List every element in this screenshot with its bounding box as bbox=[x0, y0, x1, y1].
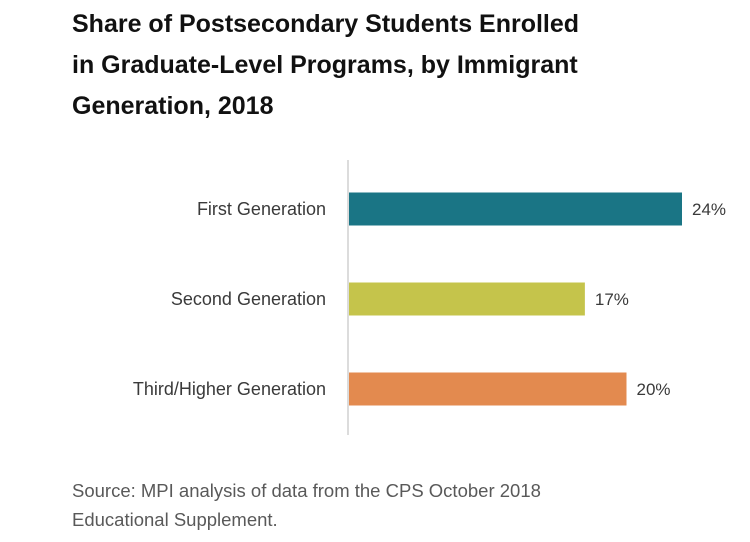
source-line: Source: MPI analysis of data from the CP… bbox=[72, 480, 541, 501]
category-label: Third/Higher Generation bbox=[133, 379, 326, 399]
chart-title: Share of Postsecondary Students Enrolled… bbox=[72, 4, 712, 127]
data-label: 24% bbox=[692, 200, 726, 219]
bar bbox=[349, 192, 682, 226]
bar bbox=[349, 372, 627, 406]
source-line: Educational Supplement. bbox=[72, 509, 278, 530]
chart-title-line: Generation, 2018 bbox=[72, 92, 274, 120]
category-label: Second Generation bbox=[171, 289, 326, 309]
bar bbox=[349, 282, 585, 316]
data-label: 17% bbox=[595, 290, 629, 309]
chart-title-line: Share of Postsecondary Students Enrolled bbox=[72, 10, 580, 38]
data-label: 20% bbox=[637, 380, 671, 399]
source-note: Source: MPI analysis of data from the CP… bbox=[72, 476, 712, 534]
bar-chart: First Generation 24% Second Generation 17% T… bbox=[133, 160, 726, 435]
chart-title-line: in Graduate-Level Programs, by Immigrant bbox=[72, 51, 578, 79]
category-label: First Generation bbox=[197, 199, 326, 219]
